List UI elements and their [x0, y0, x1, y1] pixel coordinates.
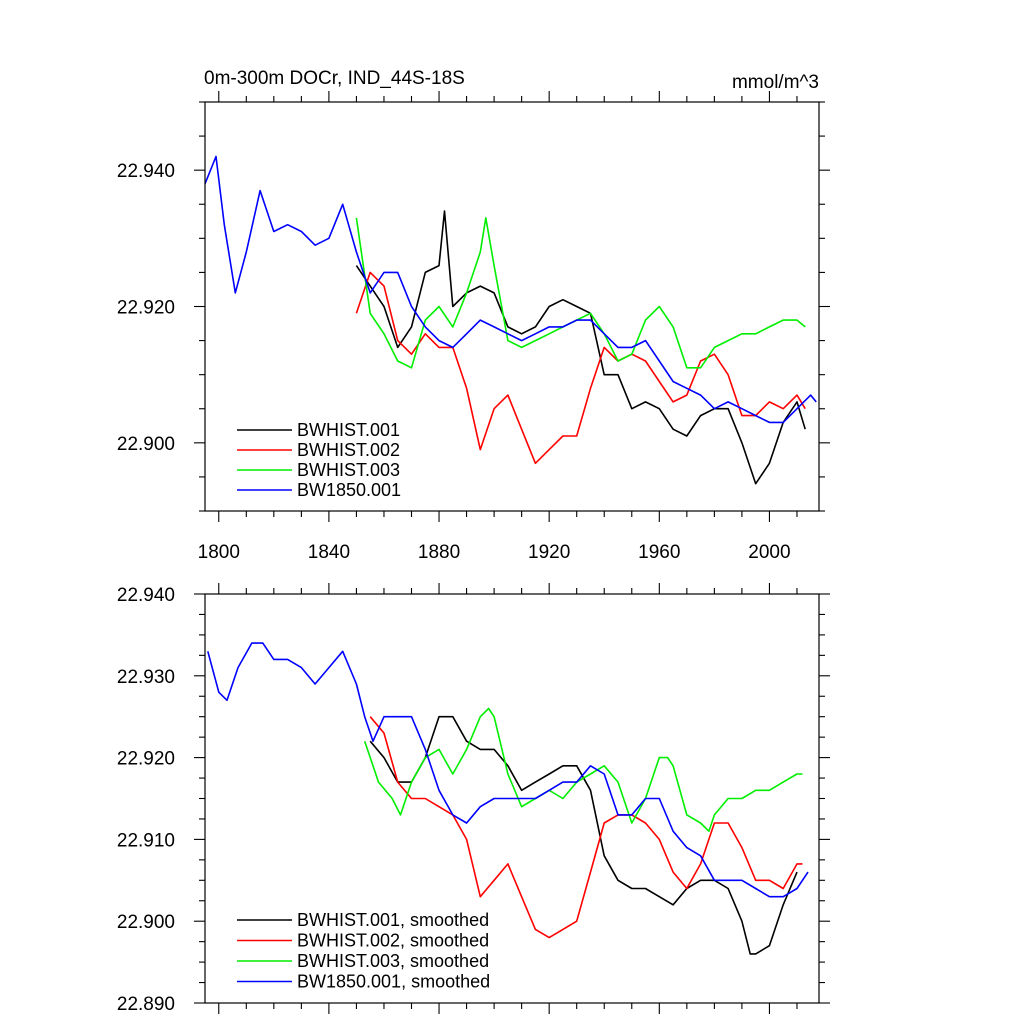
ticks-layer — [194, 91, 830, 522]
chart-title: 0m-300m DOCr, IND_44S-18S — [204, 68, 465, 89]
series-line-3 — [363, 707, 803, 832]
legend-label: BWHIST.002 — [297, 440, 400, 460]
series-line-2 — [355, 271, 806, 465]
y-tick-label: 22.910 — [117, 830, 175, 851]
series-line-4 — [204, 155, 817, 424]
panel-top: 0m-300m DOCr, IND_44S-18S mmol/m^3 22.90… — [117, 68, 830, 563]
units-label: mmol/m^3 — [732, 72, 819, 93]
x-tick-label: 1880 — [418, 542, 460, 563]
series-line-4 — [207, 642, 809, 898]
series-layer — [207, 642, 809, 955]
y-tick-label: 22.900 — [117, 912, 175, 933]
tick-labels-layer: 22.900 22.920 22.940 1800 1840 1880 1920 1960 20… — [117, 161, 791, 563]
series-line-1 — [369, 715, 798, 955]
series-layer — [204, 155, 817, 485]
legend-label: BWHIST.001 — [297, 420, 400, 440]
y-tick-label: 22.920 — [117, 749, 175, 770]
plot-frame — [204, 101, 820, 512]
y-tick-label: 22.890 — [117, 994, 175, 1015]
legend-label: BWHIST.003, smoothed — [297, 951, 489, 971]
y-tick-label: 22.900 — [117, 434, 175, 455]
x-tick-label: 1800 — [198, 542, 240, 563]
series-line-2 — [369, 716, 803, 939]
ticks-layer — [194, 583, 830, 1014]
x-tick-label: 2000 — [748, 542, 790, 563]
legend-label: BWHIST.001, smoothed — [297, 910, 489, 930]
legend-label: BWHIST.003 — [297, 460, 400, 480]
x-tick-label: 1840 — [308, 542, 350, 563]
y-tick-label: 22.920 — [117, 298, 175, 319]
y-tick-label: 22.940 — [117, 585, 175, 606]
x-tick-label: 1960 — [638, 542, 680, 563]
series-line-3 — [355, 217, 806, 369]
panel-bottom: 22.890 22.900 22.910 22.920 22.930 22.940 BWH… — [117, 583, 830, 1015]
x-tick-label: 1920 — [528, 542, 570, 563]
tick-labels-layer: 22.890 22.900 22.910 22.920 22.930 22.940 — [117, 585, 175, 1015]
y-tick-label: 22.930 — [117, 667, 175, 688]
legend-label: BW1850.001, smoothed — [297, 972, 490, 992]
y-tick-label: 22.940 — [117, 161, 175, 182]
plot-frame — [204, 593, 820, 1004]
legend-label: BWHIST.002, smoothed — [297, 931, 489, 951]
series-line-1 — [355, 210, 806, 485]
legend-label: BW1850.001 — [297, 480, 401, 500]
